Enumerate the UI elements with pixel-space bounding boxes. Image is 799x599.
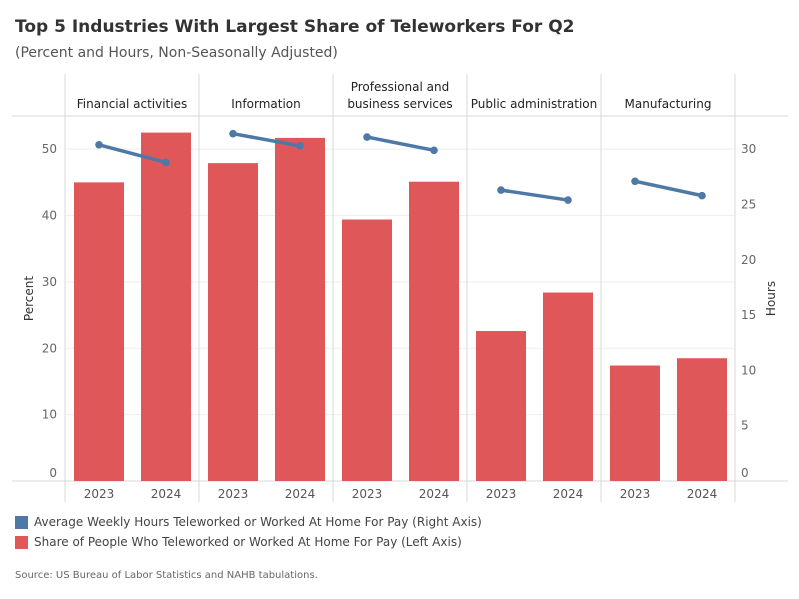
chart-title: Top 5 Industries With Largest Share of T… [15,17,575,37]
y-tick-label-right: 0 [741,466,749,480]
y-tick-label-right: 10 [741,363,756,377]
hours-point [631,177,639,186]
bar [610,365,660,481]
legend-swatch-hours [15,515,28,529]
panel-header-label: business services [347,97,452,111]
hours-point [698,191,706,200]
bar [342,219,392,481]
x-tick-label: 2023 [486,487,517,501]
y-tick-label-left: 10 [42,408,57,422]
hours-line [97,143,168,165]
x-tick-label: 2023 [352,487,383,501]
x-tick-label: 2024 [419,487,450,501]
y-tick-label-left: 40 [42,209,57,223]
bar [208,163,258,482]
hours-line [231,131,302,148]
hours-point [162,158,170,167]
panel-header-label: Financial activities [77,97,187,111]
x-tick-label: 2024 [151,487,182,501]
hours-point [95,140,103,149]
x-tick-label: 2024 [553,487,584,501]
y-tick-label-right: 30 [741,142,756,156]
legend-item-hours: Average Weekly Hours Teleworked or Worke… [15,514,482,530]
bar [543,292,593,481]
hours-point [564,196,572,204]
y-tick-label-left: 0 [49,466,57,480]
legend-label-share: Share of People Who Teleworked or Worked… [34,535,462,549]
y-axis-title-left: Percent [22,276,36,321]
hours-line [365,135,436,153]
hours-point [430,146,438,155]
x-tick-label: 2023 [84,487,115,501]
y-tick-label-left: 50 [42,142,57,156]
panel-header-label: Professional and [351,80,450,94]
y-tick-label-right: 25 [741,197,756,211]
bar [74,182,124,481]
y-tick-label-left: 20 [42,341,57,355]
bar [275,137,325,481]
hours-line [499,188,570,202]
y-axis-title-right: Hours [764,281,778,316]
hours-point [363,133,371,141]
bar [141,132,191,481]
bar [409,181,459,481]
chart-subtitle: (Percent and Hours, Non-Seasonally Adjus… [15,45,338,61]
y-tick-label-right: 5 [741,419,749,433]
x-tick-label: 2023 [218,487,249,501]
y-tick-label-right: 20 [741,253,756,267]
hours-point [497,186,505,194]
hours-point [296,142,304,150]
x-tick-label: 2024 [285,487,316,501]
y-tick-label-left: 30 [42,275,57,289]
legend-item-share: Share of People Who Teleworked or Worked… [15,534,462,550]
panel-header-label: Manufacturing [625,97,712,111]
panel-header-label: Public administration [471,97,598,111]
x-tick-label: 2024 [687,487,718,501]
source-note: Source: US Bureau of Labor Statistics an… [15,570,318,581]
hours-line [633,179,704,198]
hours-point [229,129,237,138]
bar [476,331,526,481]
y-tick-label-right: 15 [741,308,756,322]
legend-label-hours: Average Weekly Hours Teleworked or Worke… [34,515,482,529]
panel-header-label: Information [231,97,300,111]
legend-swatch-share [15,535,28,549]
bar [677,358,727,481]
x-tick-label: 2023 [620,487,651,501]
